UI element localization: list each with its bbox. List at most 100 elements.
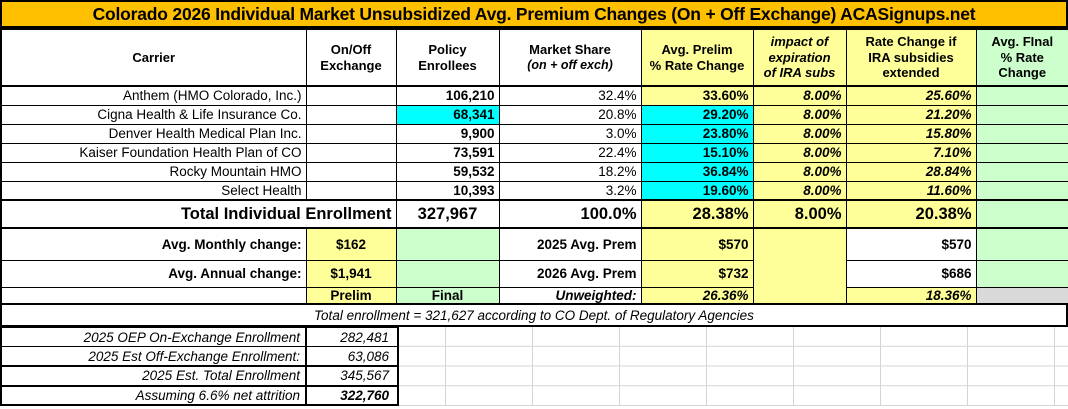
prelim-rate-cell: 23.80%: [640, 123, 754, 144]
total-final-rate: [975, 199, 1068, 229]
final-rate-cell: [975, 142, 1068, 163]
blank-green-cell: [975, 227, 1068, 261]
total-market-share: 100.0%: [498, 199, 642, 229]
detail-label: 2025 Est Off-Exchange Enrollment:: [0, 346, 307, 368]
carrier-name: Denver Health Medical Plan Inc.: [0, 123, 307, 144]
prem-2025-extended: $570: [845, 227, 977, 261]
prem-2025-value: $570: [640, 227, 754, 261]
detail-value: 345,567: [305, 365, 399, 387]
enrollees-cell: 73,591: [395, 142, 500, 163]
market-share-cell: 18.2%: [498, 161, 642, 182]
page-title: Colorado 2026 Individual Market Unsubsid…: [0, 0, 1068, 28]
extended-rate-cell: 21.20%: [845, 104, 977, 125]
final-rate-cell: [975, 104, 1068, 125]
market-share-cell: 32.4%: [498, 85, 642, 106]
enrollees-cell: 106,210: [395, 85, 500, 106]
header-avg-final: Avg. FInal % Rate Change: [975, 28, 1068, 87]
header-on-off-exchange: On/Off Exchange: [305, 28, 397, 87]
avg-annual-row: Avg. Annual change: $1,941 2026 Avg. Pre…: [0, 259, 1068, 288]
extended-rate-cell: 28.84%: [845, 161, 977, 182]
prelim-rate-cell: 15.10%: [640, 142, 754, 163]
enrollees-cell: 9,900: [395, 123, 500, 144]
table-header-row: Carrier On/Off Exchange Policy Enrollees…: [0, 28, 1068, 87]
market-share-cell: 3.2%: [498, 180, 642, 201]
final-rate-cell: [975, 180, 1068, 201]
total-enrollment-note: Total enrollment = 321,627 according to …: [0, 305, 1068, 327]
on-off-cell: [305, 180, 397, 201]
final-rate-cell: [975, 85, 1068, 106]
detail-value: 63,086: [305, 346, 399, 368]
total-label: Total Individual Enrollment: [0, 199, 397, 229]
header-ira-impact: impact of expiration of IRA subs: [752, 28, 847, 87]
premium-changes-table: Carrier On/Off Exchange Policy Enrollees…: [0, 28, 1068, 305]
total-row: Total Individual Enrollment 327,967 100.…: [0, 199, 1068, 229]
final-column-label: Final: [395, 286, 500, 305]
on-off-cell: [305, 104, 397, 125]
unweighted-extended: 18.36%: [845, 286, 977, 305]
table-row: 2025 OEP On-Exchange Enrollment 282,481: [0, 326, 399, 348]
detail-label: Assuming 6.6% net attrition: [0, 385, 307, 406]
unweighted-label: Unweighted:: [498, 286, 642, 305]
prelim-rate-cell: 36.84%: [640, 161, 754, 182]
header-avg-prelim: Avg. Prelim % Rate Change: [640, 28, 754, 87]
ira-impact-cell: 8.00%: [752, 180, 847, 201]
table-row: Kaiser Foundation Health Plan of CO 73,5…: [0, 142, 1068, 163]
blank-green-cell: [975, 259, 1068, 288]
extended-rate-cell: 25.60%: [845, 85, 977, 106]
detail-label: 2025 OEP On-Exchange Enrollment: [0, 326, 307, 348]
header-market-share-title: Market Share: [529, 42, 611, 58]
ira-impact-cell: 8.00%: [752, 104, 847, 125]
table-row: 2025 Est Off-Exchange Enrollment: 63,086: [0, 346, 399, 368]
total-ira-impact: 8.00%: [752, 199, 847, 229]
prelim-final-row: Prelim Final Unweighted: 26.36% 18.36%: [0, 286, 1068, 305]
prelim-rate-cell: 29.20%: [640, 104, 754, 125]
prem-2026-label: 2026 Avg. Prem: [498, 259, 642, 288]
bottom-section: 2025 OEP On-Exchange Enrollment 282,481 …: [0, 326, 1068, 406]
table-row: Anthem (HMO Colorado, Inc.) 106,210 32.4…: [0, 85, 1068, 106]
extended-rate-cell: 11.60%: [845, 180, 977, 201]
blank-green-cell: [395, 259, 500, 288]
avg-annual-label: Avg. Annual change:: [0, 259, 307, 288]
ira-impact-cell: 8.00%: [752, 85, 847, 106]
enrollees-cell: 10,393: [395, 180, 500, 201]
ira-impact-cell: 8.00%: [752, 142, 847, 163]
on-off-cell: [305, 142, 397, 163]
table-row: Assuming 6.6% net attrition 322,760: [0, 385, 399, 406]
total-enrollees: 327,967: [395, 199, 500, 229]
detail-value: 322,760: [305, 385, 399, 406]
total-extended-rate: 20.38%: [845, 199, 977, 229]
table-row: Cigna Health & Life Insurance Co. 68,341…: [0, 104, 1068, 125]
carrier-name: Cigna Health & Life Insurance Co.: [0, 104, 307, 125]
avg-monthly-value: $162: [305, 227, 397, 261]
market-share-cell: 22.4%: [498, 142, 642, 163]
carrier-name: Kaiser Foundation Health Plan of CO: [0, 142, 307, 163]
table-row: Select Health 10,393 3.2% 19.60% 8.00% 1…: [0, 180, 1068, 201]
carrier-name: Rocky Mountain HMO: [0, 161, 307, 182]
enrollment-detail-table: 2025 OEP On-Exchange Enrollment 282,481 …: [0, 326, 399, 406]
header-rate-change-extended: Rate Change if IRA subsidies extended: [845, 28, 977, 87]
enrollees-cell: 68,341: [395, 104, 500, 125]
on-off-cell: [305, 85, 397, 106]
impact-merged-cell: [752, 227, 847, 305]
carrier-name: Select Health: [0, 180, 307, 201]
final-rate-cell: [975, 123, 1068, 144]
header-policy-enrollees: Policy Enrollees: [395, 28, 500, 87]
enrollees-cell: 59,532: [395, 161, 500, 182]
header-market-share-subtitle: (on + off exch): [527, 57, 613, 72]
avg-monthly-label: Avg. Monthly change:: [0, 227, 307, 261]
on-off-cell: [305, 161, 397, 182]
prelim-rate-cell: 19.60%: [640, 180, 754, 201]
prem-2026-value: $732: [640, 259, 754, 288]
detail-value: 282,481: [305, 326, 399, 348]
unweighted-prelim: 26.36%: [640, 286, 754, 305]
extended-rate-cell: 7.10%: [845, 142, 977, 163]
header-market-share: Market Share (on + off exch): [498, 28, 642, 87]
table-row: 2025 Est. Total Enrollment 345,567: [0, 365, 399, 387]
total-prelim-rate: 28.38%: [640, 199, 754, 229]
spreadsheet-gridlines: [399, 327, 1068, 406]
prelim-rate-cell: 33.60%: [640, 85, 754, 106]
table-row: Rocky Mountain HMO 59,532 18.2% 36.84% 8…: [0, 161, 1068, 182]
blank-cell: [0, 286, 307, 305]
prem-2026-extended: $686: [845, 259, 977, 288]
